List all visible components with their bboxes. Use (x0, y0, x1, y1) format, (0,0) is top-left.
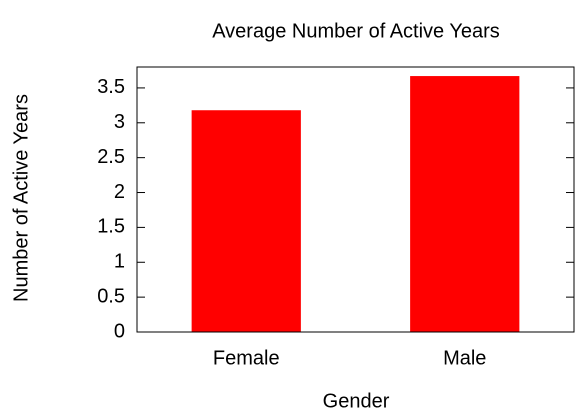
x-tick-label: Female (213, 347, 280, 369)
y-tick-label: 0.5 (97, 285, 125, 307)
y-tick-label: 1.5 (97, 216, 125, 238)
plot-border (136, 66, 575, 333)
y-tick-label: 2.5 (97, 146, 125, 168)
y-tick-label: 1 (114, 251, 125, 273)
x-axis-label: Gender (323, 390, 390, 412)
bar (191, 110, 301, 332)
y-tick-label: 0 (114, 320, 125, 342)
chart-title: Average Number of Active Years (212, 20, 500, 42)
bar (410, 76, 520, 332)
y-tick-label: 3.5 (97, 76, 125, 98)
y-axis-label: Number of Active Years (10, 94, 32, 302)
x-tick-label: Male (443, 347, 486, 369)
y-tick-label: 3 (114, 111, 125, 133)
y-tick-label: 2 (114, 181, 125, 203)
